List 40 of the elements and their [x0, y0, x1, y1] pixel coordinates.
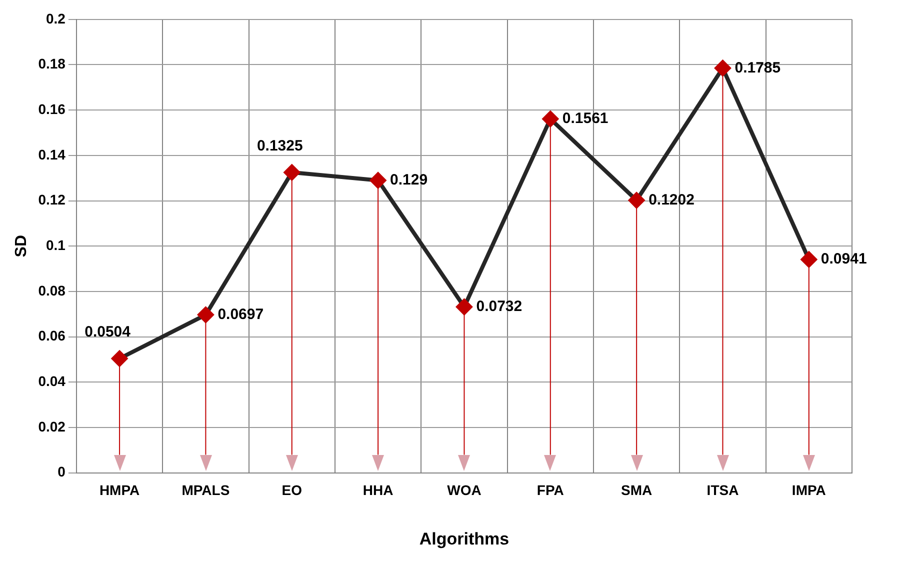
data-label: 0.0504 — [84, 324, 132, 341]
data-label: 0.0697 — [218, 306, 264, 323]
data-label: 0.1325 — [256, 138, 303, 155]
x-tick-label: HHA — [362, 482, 394, 498]
y-tick-label: 0.04 — [38, 372, 66, 389]
data-label: 0.0941 — [820, 250, 867, 268]
x-tick-label: ITSA — [706, 482, 739, 498]
x-tick-label: FPA — [536, 482, 564, 498]
y-tick-label: 0.12 — [38, 192, 66, 208]
data-label: 0.129 — [390, 172, 428, 188]
point — [800, 250, 818, 268]
y-tick-label: 0.06 — [38, 328, 66, 344]
point — [370, 172, 387, 189]
point — [283, 164, 300, 181]
x-tick-label: SMA — [621, 482, 652, 498]
y-tick-label: 0.18 — [38, 56, 66, 72]
point — [111, 350, 128, 368]
x-tick-label: MPALS — [182, 482, 230, 498]
y-tick-label: 0.08 — [38, 282, 66, 298]
x-tick-label: EO — [282, 482, 302, 498]
data-label: 0.1561 — [562, 110, 608, 128]
data-label: 0.1202 — [648, 191, 694, 208]
x-tick-label: WOA — [447, 482, 482, 498]
point — [628, 192, 646, 209]
y-tick-label: 0.02 — [38, 418, 66, 434]
x-tick-label: HMPA — [99, 482, 140, 498]
y-tick-label: 0 — [58, 464, 66, 480]
y-tick-label: 0.2 — [46, 10, 66, 26]
y-tick-label: 0.1 — [46, 236, 66, 253]
y-tick-label: 0.14 — [38, 146, 66, 162]
point — [456, 298, 473, 316]
y-axis-title: SD — [13, 234, 30, 258]
point — [197, 306, 214, 324]
data-label: 0.1785 — [734, 59, 781, 76]
x-tick-label: IMPA — [792, 482, 826, 498]
point — [542, 110, 559, 128]
point — [714, 60, 732, 77]
x-axis-title: Algorithms — [419, 529, 510, 548]
data-label: 0.0732 — [476, 298, 522, 315]
y-tick-label: 0.16 — [38, 100, 66, 117]
